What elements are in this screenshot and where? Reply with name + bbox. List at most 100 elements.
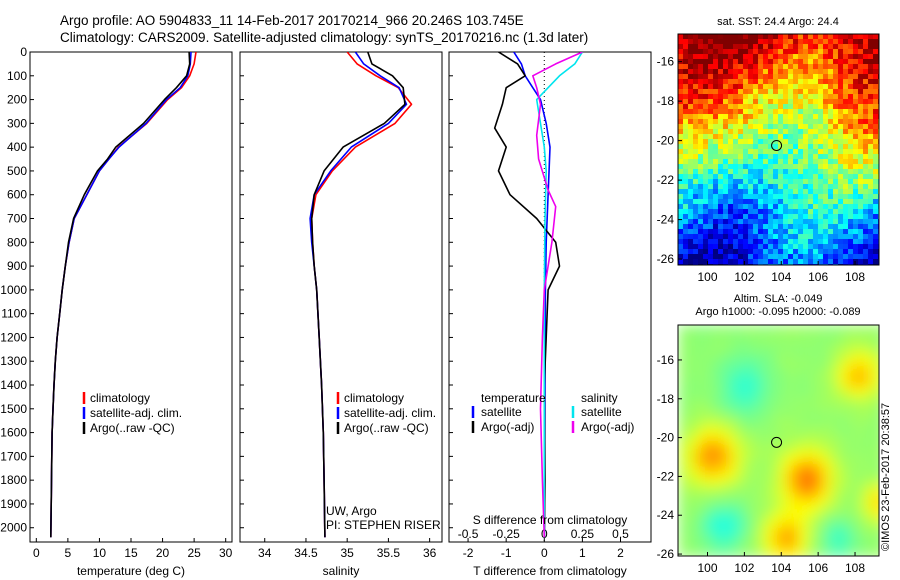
map-cell [828, 99, 834, 105]
map-cell [813, 104, 819, 110]
lat-tick-label: -20 [657, 431, 675, 445]
map-cell [838, 549, 847, 556]
map-cell [863, 119, 869, 125]
map-cell [870, 325, 879, 334]
map-cell [858, 159, 864, 165]
map-cell [774, 501, 783, 510]
map-cell [782, 549, 791, 556]
map-cell [833, 254, 839, 260]
map-cell [766, 437, 775, 446]
map-cell [838, 509, 847, 518]
map-cell [702, 453, 711, 462]
map-cell [734, 477, 743, 486]
map-cell [694, 485, 703, 494]
map-cell [793, 169, 799, 175]
map-cell [814, 421, 823, 430]
map-cell [853, 199, 859, 205]
map-cell [818, 124, 824, 130]
map-cell [748, 234, 754, 240]
map-cell [713, 99, 719, 105]
map-cell [853, 124, 859, 130]
map-cell [783, 219, 789, 225]
map-cell [733, 89, 739, 95]
map-cell [858, 54, 864, 60]
map-cell [698, 64, 704, 70]
map-cell [773, 79, 779, 85]
map-cell [873, 94, 879, 100]
map-cell [763, 204, 769, 210]
map-cell [858, 44, 864, 50]
map-cell [766, 469, 775, 478]
map-cell [798, 94, 804, 100]
map-cell [828, 254, 834, 260]
map-cell [758, 114, 764, 120]
map-cell [854, 469, 863, 478]
map-cell [783, 124, 789, 130]
map-cell [743, 179, 749, 185]
map-cell [848, 109, 854, 115]
map-cell [798, 119, 804, 125]
map-cell [750, 421, 759, 430]
map-cell [808, 79, 814, 85]
map-cell [758, 341, 767, 350]
map-cell [803, 164, 809, 170]
map-cell [693, 214, 699, 220]
map-cell [733, 199, 739, 205]
map-cell [790, 509, 799, 518]
map-cell [790, 533, 799, 542]
map-cell [708, 194, 714, 200]
map-cell [726, 397, 735, 406]
map-cell [798, 149, 804, 155]
map-cell [713, 59, 719, 65]
map-cell [778, 194, 784, 200]
map-cell [693, 34, 699, 40]
map-cell [833, 239, 839, 245]
map-cell [683, 164, 689, 170]
map-cell [830, 533, 839, 542]
map-cell [678, 259, 684, 265]
map-cell [828, 184, 834, 190]
map-cell [768, 129, 774, 135]
map-cell [870, 381, 879, 390]
map-cell [818, 54, 824, 60]
map-cell [858, 99, 864, 105]
map-cell [818, 104, 824, 110]
map-cell [818, 209, 824, 215]
map-cell [868, 184, 874, 190]
map-cell [843, 84, 849, 90]
map-cell [870, 493, 879, 502]
map-cell [753, 249, 759, 255]
map-cell [743, 79, 749, 85]
map-cell [818, 34, 824, 40]
map-cell [848, 194, 854, 200]
map-cell [870, 445, 879, 454]
map-cell [753, 94, 759, 100]
map-cell [808, 114, 814, 120]
map-cell [782, 493, 791, 502]
map-cell [743, 214, 749, 220]
map-cell [738, 169, 744, 175]
map-cell [782, 485, 791, 494]
map-cell [838, 99, 844, 105]
map-cell [823, 229, 829, 235]
map-cell [728, 34, 734, 40]
map-cell [750, 413, 759, 422]
map-cell [808, 139, 814, 145]
map-cell [798, 39, 804, 45]
map-cell [713, 159, 719, 165]
map-cell [694, 389, 703, 398]
map-cell [798, 224, 804, 230]
map-cell [790, 349, 799, 358]
map-cell [748, 49, 754, 55]
map-cell [773, 254, 779, 260]
lat-tick-label: -16 [657, 55, 675, 69]
map-cell [710, 437, 719, 446]
map-cell [778, 224, 784, 230]
map-cell [858, 49, 864, 55]
map-cell [863, 84, 869, 90]
map-cell [726, 525, 735, 534]
map-cell [863, 54, 869, 60]
map-cell [838, 94, 844, 100]
map-cell [798, 49, 804, 55]
map-cell [798, 169, 804, 175]
